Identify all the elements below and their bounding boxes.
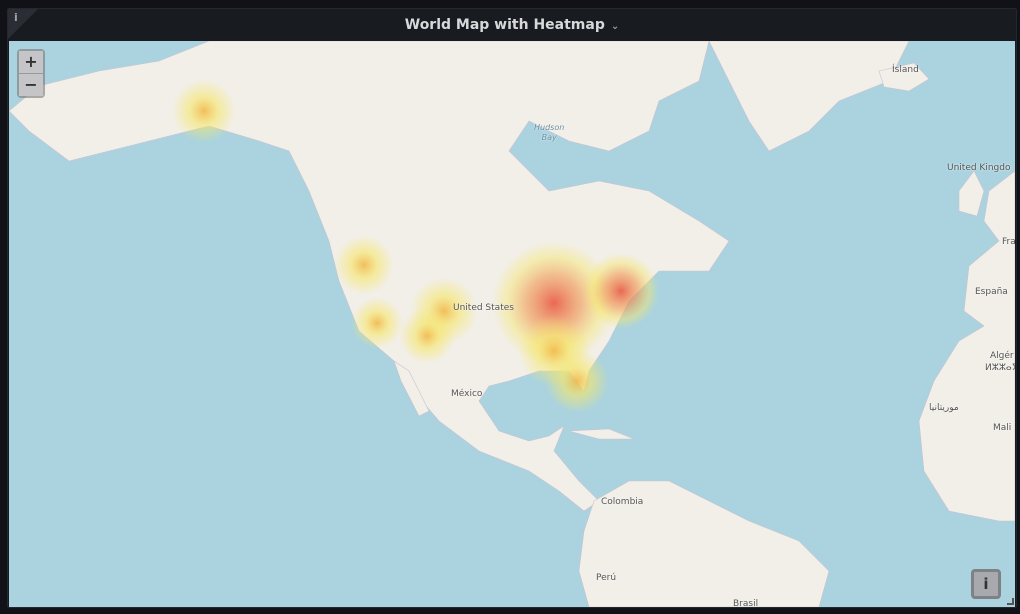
panel-title[interactable]: World Map with Heatmap ⌄ bbox=[8, 9, 1016, 41]
attribution-button[interactable]: i bbox=[971, 569, 1001, 599]
label-hudson: Hudson bbox=[534, 123, 565, 132]
panel-title-text: World Map with Heatmap bbox=[404, 17, 605, 33]
map-panel: i World Map with Heatmap ⌄ bbox=[7, 8, 1017, 608]
label-spain: España bbox=[975, 287, 1008, 297]
label-brazil: Brasil bbox=[733, 599, 759, 607]
label-mali: Mali bbox=[993, 423, 1012, 433]
label-iceland: Ísland bbox=[892, 65, 919, 75]
label-mexico: México bbox=[451, 389, 483, 399]
label-colombia: Colombia bbox=[601, 497, 644, 507]
label-hudson-bay: Hudson Bay bbox=[534, 123, 564, 143]
info-icon[interactable]: i bbox=[14, 11, 18, 24]
label-bay: Bay bbox=[541, 133, 557, 142]
zoom-out-button[interactable]: − bbox=[19, 73, 43, 96]
zoom-control: + − bbox=[17, 49, 45, 98]
label-france: Fra bbox=[1002, 237, 1015, 247]
heatmap-layer bbox=[172, 79, 659, 413]
heat-spot-arizona bbox=[399, 308, 455, 364]
heat-spot-florida bbox=[545, 349, 609, 413]
label-mauritania: موريتانيا bbox=[929, 403, 959, 413]
resize-handle[interactable] bbox=[1007, 598, 1014, 605]
label-united-states: United States bbox=[453, 303, 514, 313]
map-layer bbox=[9, 41, 1015, 607]
zoom-in-button[interactable]: + bbox=[19, 51, 43, 73]
heat-spot-northwest bbox=[334, 235, 394, 295]
label-uk: United Kingdo bbox=[947, 163, 1011, 173]
panel-corner bbox=[8, 9, 38, 39]
label-peru: Perú bbox=[596, 573, 617, 583]
chevron-down-icon: ⌄ bbox=[610, 21, 620, 32]
heat-spot-california bbox=[351, 297, 403, 349]
label-algeria: Algér bbox=[990, 351, 1014, 361]
world-map[interactable]: Ísland Hudson Bay United Kingdo Fra Españ… bbox=[9, 41, 1015, 607]
label-algeria-tifinagh: ⵍⵣⵣⴰⵢ bbox=[985, 363, 1015, 373]
heat-spot-alaska bbox=[172, 79, 236, 143]
heat-spot-east-coast bbox=[583, 253, 659, 329]
